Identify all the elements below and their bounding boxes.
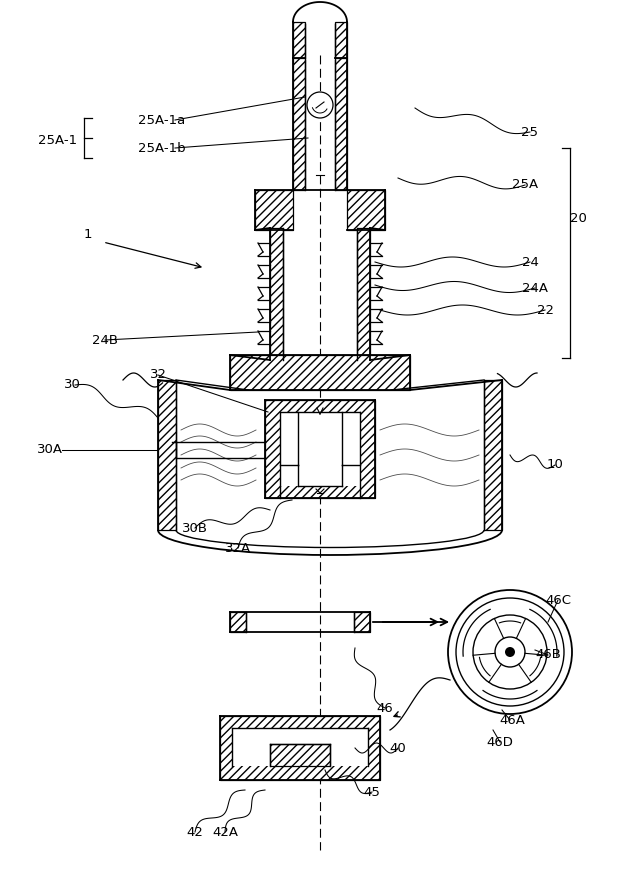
Text: 30B: 30B — [182, 522, 208, 535]
Circle shape — [505, 647, 515, 657]
Polygon shape — [347, 190, 385, 230]
Polygon shape — [270, 228, 283, 360]
Text: 22: 22 — [536, 303, 554, 316]
Text: 25A-1: 25A-1 — [38, 133, 77, 146]
Text: 25A-1b: 25A-1b — [138, 141, 186, 154]
Polygon shape — [335, 58, 347, 190]
Text: 46C: 46C — [545, 593, 571, 606]
Polygon shape — [335, 22, 347, 58]
Polygon shape — [220, 716, 380, 780]
Polygon shape — [270, 744, 330, 766]
Text: 46A: 46A — [499, 713, 525, 726]
Text: 46B: 46B — [535, 649, 561, 661]
Text: 42A: 42A — [212, 826, 238, 839]
Text: 24A: 24A — [522, 281, 548, 294]
Polygon shape — [158, 380, 176, 530]
Text: 10: 10 — [547, 458, 563, 471]
Text: 24: 24 — [522, 255, 538, 268]
Text: 24B: 24B — [92, 334, 118, 347]
Text: 25A-1a: 25A-1a — [138, 113, 186, 126]
Circle shape — [495, 637, 525, 667]
Polygon shape — [255, 190, 293, 230]
Polygon shape — [293, 58, 305, 190]
Text: 25A: 25A — [512, 179, 538, 192]
Text: 20: 20 — [570, 212, 586, 225]
Polygon shape — [484, 380, 502, 530]
Bar — [280, 412, 360, 486]
Text: 32A: 32A — [225, 542, 251, 555]
Text: 40: 40 — [390, 741, 406, 754]
Polygon shape — [357, 228, 370, 360]
Text: 46D: 46D — [486, 735, 513, 748]
Circle shape — [307, 92, 333, 118]
Polygon shape — [230, 612, 246, 632]
Text: 30: 30 — [63, 379, 81, 391]
Polygon shape — [230, 355, 410, 390]
Text: 42: 42 — [187, 826, 204, 839]
Text: 46: 46 — [376, 701, 394, 714]
Text: 30A: 30A — [37, 443, 63, 456]
Polygon shape — [354, 612, 370, 632]
Text: 1: 1 — [84, 228, 92, 241]
Polygon shape — [265, 400, 375, 498]
Polygon shape — [293, 22, 305, 58]
Text: 45: 45 — [364, 786, 380, 799]
Text: 32: 32 — [150, 368, 166, 381]
Bar — [232, 728, 368, 766]
Text: 25: 25 — [522, 125, 538, 138]
